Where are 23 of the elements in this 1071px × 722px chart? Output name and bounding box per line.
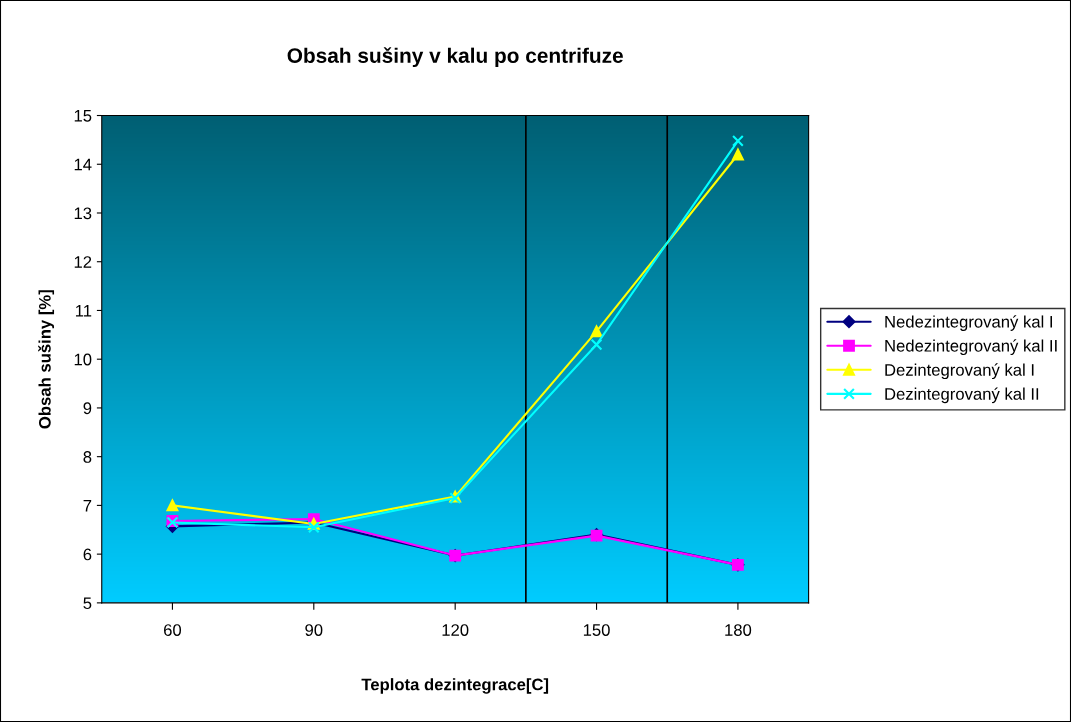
x-tick-label: 90 — [305, 624, 323, 636]
y-tick-label: 14 — [74, 158, 92, 171]
x-tick-label: 120 — [442, 624, 469, 636]
x-tick-label: 180 — [725, 624, 752, 636]
legend-label: Dezintegrovaný kal II — [885, 387, 1039, 404]
legend-label: Nedezintegrovaný kal I — [885, 315, 1053, 331]
x-axis-title: Teplota dezintegrace[C] — [361, 678, 549, 694]
x-tick-label: 150 — [583, 624, 610, 636]
chart-title: Obsah sušiny v kalu po centrifuze — [287, 47, 623, 68]
y-tick-label: 9 — [83, 402, 92, 415]
y-tick-label: 10 — [74, 353, 92, 366]
legend-label: Dezintegrovaný kal I — [885, 363, 1034, 380]
y-tick-label: 7 — [83, 499, 92, 512]
x-tick-label: 60 — [164, 624, 182, 636]
legend-label: Nedezintegrovaný kal II — [885, 339, 1057, 356]
y-tick-label: 13 — [74, 207, 92, 220]
y-tick-label: 12 — [74, 256, 92, 268]
y-tick-label: 6 — [83, 548, 92, 561]
y-tick-label: 5 — [83, 597, 92, 610]
y-axis-title: Obsah sušiny [%] — [38, 290, 55, 429]
y-tick-label: 8 — [83, 451, 92, 463]
y-tick-label: 11 — [75, 305, 92, 317]
y-tick-label: 15 — [74, 110, 92, 122]
